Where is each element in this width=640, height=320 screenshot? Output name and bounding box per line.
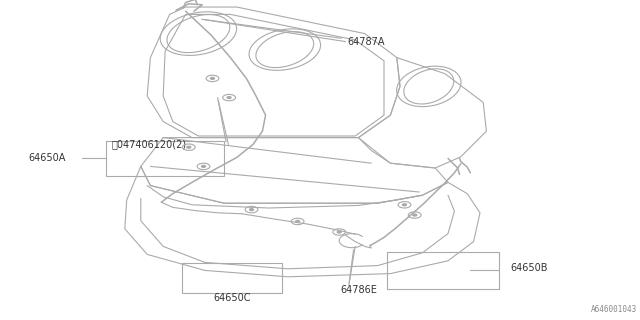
Circle shape: [211, 77, 214, 79]
Circle shape: [187, 146, 191, 148]
Circle shape: [296, 220, 300, 222]
Text: 64650B: 64650B: [510, 263, 548, 273]
Text: 64787A: 64787A: [204, 20, 385, 47]
Circle shape: [202, 165, 205, 167]
Circle shape: [337, 231, 341, 233]
Circle shape: [250, 209, 253, 211]
Circle shape: [403, 204, 406, 206]
Bar: [182, 263, 282, 293]
Circle shape: [227, 97, 231, 99]
Text: 64650A: 64650A: [29, 153, 66, 164]
Bar: [106, 141, 224, 176]
Bar: [387, 252, 499, 289]
Text: 64650C: 64650C: [213, 293, 250, 303]
Text: Ⓢ047406120(2): Ⓢ047406120(2): [112, 140, 187, 150]
Text: A646001043: A646001043: [591, 305, 637, 314]
Circle shape: [413, 214, 417, 216]
Text: 64786E: 64786E: [340, 285, 378, 295]
